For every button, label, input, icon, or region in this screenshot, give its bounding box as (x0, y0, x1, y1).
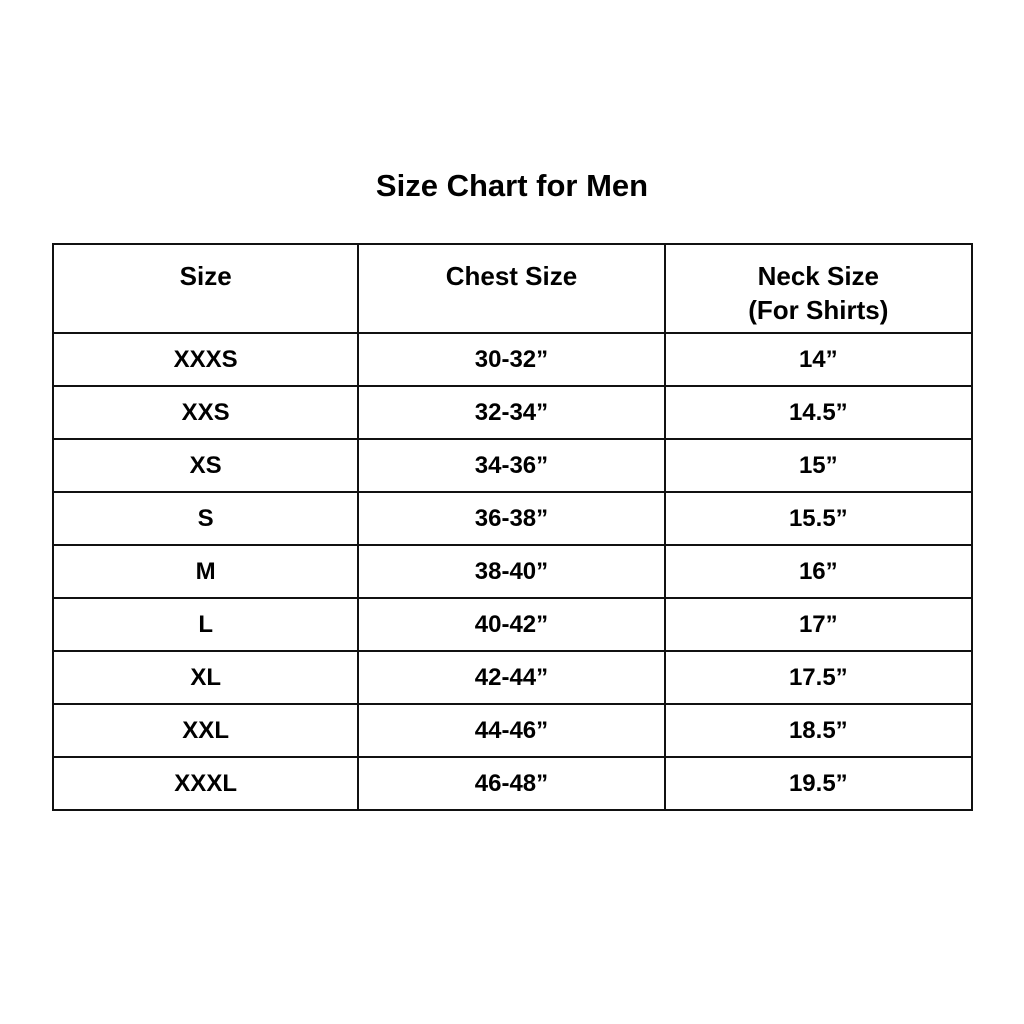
table-row: S 36-38” 15.5” (51, 491, 974, 546)
neck-size-cell: 14.5” (663, 385, 974, 440)
header-size-label: Size (179, 261, 232, 291)
size-cell: XXL (51, 703, 360, 758)
neck-size-cell: 17” (663, 597, 974, 652)
neck-size-cell: 18.5” (663, 703, 974, 758)
page-title: Size Chart for Men (375, 168, 649, 203)
size-cell: XXXL (51, 756, 360, 811)
table-row: XXL 44-46” 18.5” (51, 703, 974, 758)
chest-size-cell: 46-48” (357, 756, 666, 811)
table-row: XXXS 30-32” 14” (51, 332, 974, 387)
size-cell: S (51, 491, 360, 546)
table-row: L 40-42” 17” (51, 597, 974, 652)
neck-size-cell: 16” (663, 544, 974, 599)
header-neck-sublabel: (For Shirts) (748, 295, 889, 325)
neck-size-cell: 15.5” (663, 491, 974, 546)
header-neck-label: Neck Size (757, 261, 880, 291)
size-cell: XXXS (51, 332, 360, 387)
table-row: XXS 32-34” 14.5” (51, 385, 974, 440)
neck-size-cell: 19.5” (663, 756, 974, 811)
header-chest-size: Chest Size (357, 243, 666, 334)
chest-size-cell: 34-36” (357, 438, 666, 493)
chest-size-cell: 42-44” (357, 650, 666, 705)
header-neck-size: Neck Size (For Shirts) (663, 243, 974, 334)
chest-size-cell: 40-42” (357, 597, 666, 652)
chest-size-cell: 32-34” (357, 385, 666, 440)
size-cell: XXS (51, 385, 360, 440)
table-row: M 38-40” 16” (51, 544, 974, 599)
size-cell: M (51, 544, 360, 599)
neck-size-cell: 14” (663, 332, 974, 387)
header-size: Size (51, 243, 360, 334)
neck-size-cell: 15” (663, 438, 974, 493)
size-cell: XL (51, 650, 360, 705)
chest-size-cell: 38-40” (357, 544, 666, 599)
chest-size-cell: 36-38” (357, 491, 666, 546)
table-row: XS 34-36” 15” (51, 438, 974, 493)
header-row: Size Chest Size Neck Size (For Shirts) (51, 243, 974, 334)
neck-size-cell: 17.5” (663, 650, 974, 705)
header-chest-label: Chest Size (445, 261, 578, 291)
table-row: XXXL 46-48” 19.5” (51, 756, 974, 811)
size-cell: XS (51, 438, 360, 493)
size-cell: L (51, 597, 360, 652)
chest-size-cell: 30-32” (357, 332, 666, 387)
chest-size-cell: 44-46” (357, 703, 666, 758)
size-chart-table: Size Chest Size Neck Size (For Shirts) XX… (51, 243, 974, 811)
table-row: XL 42-44” 17.5” (51, 650, 974, 705)
